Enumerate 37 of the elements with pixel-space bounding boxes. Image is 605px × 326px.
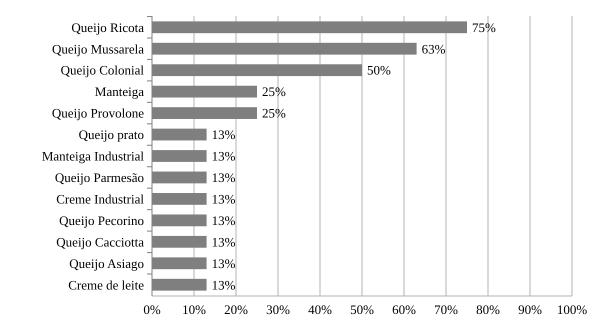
y-tick-label: Queijo Colonial — [60, 62, 144, 78]
y-tick-label: Queijo Ricota — [71, 20, 144, 35]
data-label: 63% — [422, 41, 446, 56]
y-tick-label: Queijo Provolone — [52, 106, 144, 121]
y-tick-label: Creme de leite — [68, 277, 144, 292]
y-tick-label: Queijo Mussarela — [52, 41, 144, 56]
data-label: 13% — [212, 148, 236, 164]
y-tick-label: Queijo Pecorino — [59, 212, 144, 228]
y-tick-label: Queijo Cacciotta — [56, 234, 144, 250]
y-tick-label: Queijo prato — [78, 127, 144, 142]
data-label: 75% — [472, 20, 496, 35]
y-tick-label: Creme Industrial — [56, 191, 144, 206]
data-label: 25% — [262, 84, 286, 100]
x-tick-label: 20% — [224, 302, 248, 317]
x-tick-label: 40% — [308, 302, 332, 317]
x-tick-label: 90% — [518, 302, 542, 317]
x-tick-label: 100% — [556, 302, 588, 317]
x-tick-label: 30% — [266, 302, 290, 317]
data-label: 13% — [212, 191, 236, 206]
data-label: 25% — [262, 106, 286, 121]
data-label: 13% — [212, 277, 236, 292]
x-tick-label: 50% — [350, 302, 374, 317]
x-tick-label: 60% — [392, 302, 416, 317]
y-tick-label: Queijo Asiago — [69, 256, 144, 271]
x-tick-label: 10% — [182, 302, 206, 317]
y-tick-label: Queijo Parmesão — [54, 170, 144, 186]
data-label: 13% — [212, 234, 236, 250]
x-tick-label: 80% — [476, 302, 500, 317]
y-tick-label: Manteiga — [94, 84, 144, 100]
data-label: 50% — [367, 62, 391, 78]
data-label: 13% — [212, 212, 236, 228]
data-label: 13% — [212, 127, 236, 142]
data-label: 13% — [212, 256, 236, 271]
y-tick-label: Manteiga Industrial — [42, 148, 144, 164]
data-label: 13% — [212, 170, 236, 186]
x-tick-label: 0% — [143, 302, 161, 317]
x-tick-label: 70% — [434, 302, 458, 317]
